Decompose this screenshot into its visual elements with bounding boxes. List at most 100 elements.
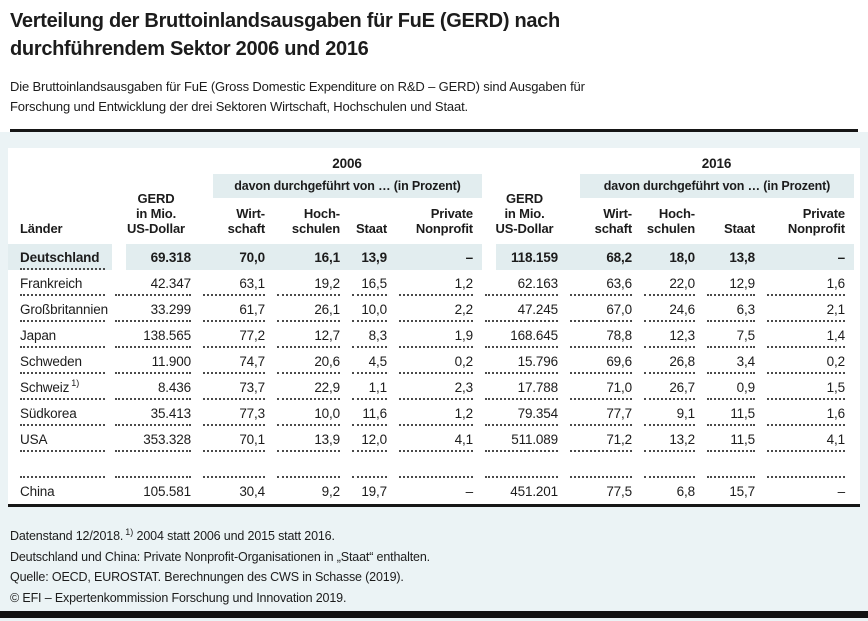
nonprofit-2016-header: Private Nonprofit xyxy=(764,198,854,244)
value-cell: 13,8 xyxy=(704,244,764,270)
country-label: Frankreich xyxy=(20,275,83,291)
value-cell: 12,0 xyxy=(349,426,396,452)
value-cell: 0,9 xyxy=(704,374,764,400)
spacer-row xyxy=(8,452,854,478)
table-section: Länder GERD in Mio. US-Dollar 2006 GERD … xyxy=(0,132,868,621)
value-cell: 47.245 xyxy=(482,296,567,322)
value-cell: 10,0 xyxy=(274,400,349,426)
country-cell: Schweden xyxy=(8,348,112,374)
value-cell: 1,2 xyxy=(396,400,482,426)
year-2016-label: 2016 xyxy=(701,155,732,171)
value-cell: 1,6 xyxy=(764,400,854,426)
country-cell: USA xyxy=(8,426,112,452)
value-cell: 1,5 xyxy=(764,374,854,400)
business-2006-header: Wirt-schaft xyxy=(200,198,274,244)
country-cell: Frankreich xyxy=(8,270,112,296)
footnote-quelle: Quelle: OECD, EUROSTAT. Berechnungen des… xyxy=(10,570,404,584)
business-2016-header: Wirt-schaft xyxy=(567,198,641,244)
value-cell: 73,7 xyxy=(200,374,274,400)
value-cell: 451.201 xyxy=(510,483,558,499)
empty-cell xyxy=(764,452,854,478)
value-cell: 10,0 xyxy=(349,296,396,322)
empty-cell xyxy=(641,452,704,478)
value-cell: – xyxy=(465,483,474,499)
footnote-mark: 1) xyxy=(125,526,134,537)
value-cell: 30,4 xyxy=(239,483,265,499)
value-cell: 77,3 xyxy=(200,400,274,426)
value-cell: 42.347 xyxy=(112,270,200,296)
footnote-datenstand: Datenstand 12/2018. 1) 2004 statt 2006 un… xyxy=(10,526,858,547)
country-label: Deutschland xyxy=(20,249,100,265)
country-label: Japan xyxy=(20,327,57,343)
value-cell: 11,5 xyxy=(704,400,764,426)
bottom-bar xyxy=(0,611,868,618)
gerd-header-line: US-Dollar xyxy=(127,221,185,236)
value-cell: 22,9 xyxy=(274,374,349,400)
footnote-mark: 1) xyxy=(71,378,80,388)
value-cell: 20,6 xyxy=(274,348,349,374)
table-row-deutschland: Deutschland 69.318 70,0 16,1 13,9 – 118.… xyxy=(8,244,854,270)
countries-column-header: Länder xyxy=(20,221,63,236)
value-cell: 1,6 xyxy=(764,270,854,296)
value-cell: 15.796 xyxy=(482,348,567,374)
value-cell: 71,0 xyxy=(567,374,641,400)
country-cell: China xyxy=(8,478,112,504)
country-label: Schweden xyxy=(20,353,82,369)
value-cell: 62.163 xyxy=(482,270,567,296)
value-cell: 26,1 xyxy=(274,296,349,322)
value-cell: 4,5 xyxy=(349,348,396,374)
value-cell: 118.159 xyxy=(482,244,567,270)
page-title-line1: Verteilung der Bruttoinlandsausgaben für… xyxy=(10,10,560,32)
value-cell: 105.581 xyxy=(143,483,191,499)
header-line: schulen xyxy=(646,221,695,236)
value-cell: 68,2 xyxy=(567,244,641,270)
header-line: Nonprofit xyxy=(415,221,473,236)
value-cell: 77,5 xyxy=(606,483,632,499)
header-line: Private xyxy=(802,206,845,221)
sector-header-row: Wirt-schaft Hoch-schulen Staat Private No… xyxy=(8,198,854,244)
gerd-header-line: US-Dollar xyxy=(495,221,554,236)
value-cell: 71,2 xyxy=(567,426,641,452)
table-row-japan: Japan 138.565 77,2 12,7 8,3 1,9 168.645 … xyxy=(8,322,854,348)
value-cell: 1,9 xyxy=(396,322,482,348)
value-cell: 11.900 xyxy=(112,348,200,374)
value-cell: 12,3 xyxy=(641,322,704,348)
value-cell: – xyxy=(764,244,854,270)
table-row-schweden: Schweden 11.900 74,7 20,6 4,5 0,2 15.796… xyxy=(8,348,854,374)
empty-cell xyxy=(200,452,274,478)
header-line: Wirt- xyxy=(236,206,265,221)
band-2016-label: davon durchgeführt von … (in Prozent) xyxy=(567,174,854,198)
footnote-nonprofit: Deutschland und China: Private Nonprofit… xyxy=(10,549,430,564)
value-cell: 63,6 xyxy=(567,270,641,296)
country-label: USA xyxy=(20,431,48,447)
value-cell: 11,5 xyxy=(704,426,764,452)
value-cell: 1,2 xyxy=(396,270,482,296)
empty-cell xyxy=(8,452,112,478)
value-cell: 4,1 xyxy=(764,426,854,452)
year-header-row: Länder GERD in Mio. US-Dollar 2006 GERD … xyxy=(8,148,854,237)
value-cell: – xyxy=(837,483,846,499)
page-description: Die Bruttoinlandsausgaben für FuE (Gross… xyxy=(10,77,858,117)
value-cell: 79.354 xyxy=(482,400,567,426)
country-label: Südkorea xyxy=(20,405,77,421)
state-2016-header: Staat xyxy=(723,221,755,236)
empty-cell xyxy=(567,452,641,478)
value-cell: 74,7 xyxy=(200,348,274,374)
value-cell: 26,7 xyxy=(641,374,704,400)
highered-2006-header: Hoch-schulen xyxy=(274,198,349,244)
page-title-line2: durchführendem Sektor 2006 und 2016 xyxy=(10,38,369,60)
band-header-row: davon durchgeführt von … (in Prozent) da… xyxy=(8,174,854,198)
header-section: Verteilung der Bruttoinlandsausgaben für… xyxy=(0,0,868,132)
value-cell: 61,7 xyxy=(200,296,274,322)
table-row-suedkorea: Südkorea 35.413 77,3 10,0 11,6 1,2 79.35… xyxy=(8,400,854,426)
gerd-2006-column-header: GERD in Mio. US-Dollar xyxy=(112,148,200,244)
header-line: Nonprofit xyxy=(787,221,845,236)
value-cell: 11,6 xyxy=(349,400,396,426)
value-cell: 12,9 xyxy=(704,270,764,296)
header-line: schulen xyxy=(291,221,340,236)
value-cell: 2,3 xyxy=(396,374,482,400)
footnote-text: 2004 statt 2006 und 2015 statt 2016. xyxy=(133,529,335,543)
gerd-2016-column-header: GERD in Mio. US-Dollar xyxy=(482,148,567,244)
country-label: Großbritannien xyxy=(20,301,108,317)
header-line: Private xyxy=(430,206,473,221)
